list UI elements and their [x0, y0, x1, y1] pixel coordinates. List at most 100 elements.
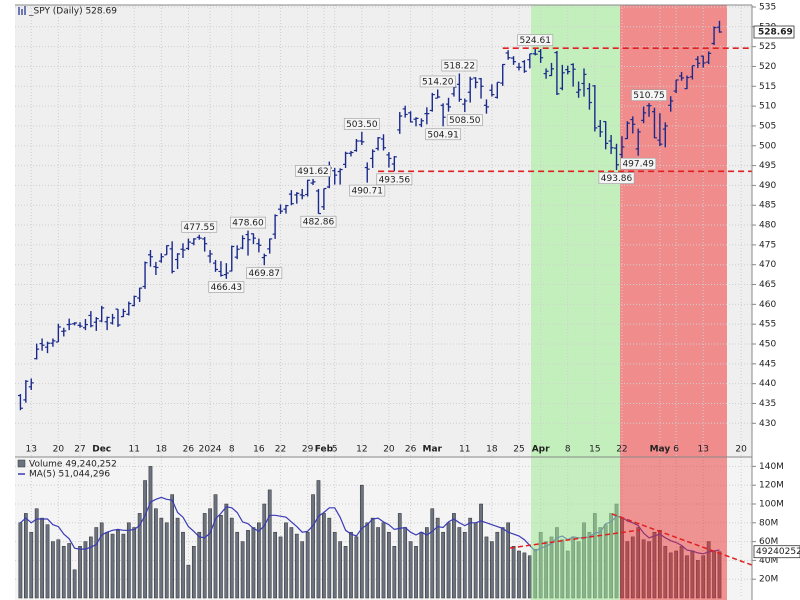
volume-bar [29, 531, 34, 599]
volume-bar [311, 494, 315, 599]
annotation-label: 510.75 [633, 91, 665, 101]
annotation-label: 478.60 [232, 219, 264, 229]
volume-bar [213, 494, 218, 599]
annotation-label: 518.22 [444, 62, 476, 72]
y-tick-label: 430 [759, 419, 776, 429]
annotation-box [517, 34, 554, 46]
volume-bar [229, 517, 234, 599]
price-legend: _SPY (Daily) 528.69 [18, 6, 117, 17]
volume-bar [495, 531, 500, 599]
x-tick-label: Dec [92, 445, 111, 455]
x-tick-label: 13 [26, 445, 37, 455]
volume-bar [462, 531, 467, 599]
volume-bar [164, 522, 169, 599]
volume-bar [34, 508, 39, 599]
x-tick-label: 12 [356, 445, 367, 455]
legend-swatch [17, 459, 26, 468]
x-tick-label: 2024 [199, 445, 222, 455]
x-tick-label: 18 [156, 445, 168, 455]
last-price-label: 528.69 [758, 28, 793, 38]
annotation-box [230, 216, 266, 229]
volume-bar [240, 541, 245, 599]
x-tick-label: Feb [315, 445, 334, 455]
volume-bar [61, 546, 66, 599]
volume-bar [143, 480, 147, 599]
volume-bar [289, 527, 294, 599]
annotation-label: 504.91 [427, 130, 459, 140]
annotation-label: 482.86 [303, 218, 335, 228]
annotation-label: 466.43 [211, 283, 243, 293]
volume-bar [300, 541, 305, 599]
volume-bar [408, 541, 413, 599]
volume-bar [425, 527, 429, 599]
volume-bar [110, 533, 115, 599]
volume-bar [278, 536, 283, 599]
x-tick-label: 20 [383, 445, 395, 455]
y-tick-label: 485 [759, 201, 776, 211]
y-tick-label: 60M [759, 537, 778, 547]
volume-bar [457, 527, 462, 599]
volume-bar [506, 522, 510, 599]
volume-bar [479, 503, 483, 599]
volume-bar [40, 517, 44, 599]
volume-bar [284, 522, 288, 599]
annotation-box [419, 75, 456, 88]
volume-bar [154, 508, 158, 599]
volume-bar [490, 541, 494, 599]
y-tick-label: 515 [759, 82, 776, 92]
volume-bar [387, 531, 391, 599]
volume-bar [473, 522, 478, 599]
volume-bar [45, 524, 50, 599]
y-tick-label: 440 [759, 379, 776, 389]
volume-bar [316, 480, 321, 599]
volume-bar [137, 513, 142, 599]
volume-bar [170, 494, 175, 599]
volume-bar [67, 543, 72, 599]
volume-bar [94, 527, 99, 599]
volume-bar [397, 513, 402, 599]
volume-bar [51, 541, 55, 599]
volume-bar [121, 533, 126, 599]
volume-bar [517, 550, 521, 599]
axis-strip [752, 0, 800, 600]
volume-bar [132, 527, 137, 599]
volume-trendline [509, 529, 641, 549]
y-tick-label: 120M [759, 481, 784, 491]
volume-bar [484, 536, 489, 599]
x-tick-label: 5 [332, 445, 338, 455]
y-tick-label: 495 [759, 161, 776, 171]
annotation-box [208, 281, 245, 293]
x-tick-label: 26 [405, 445, 417, 455]
x-tick-label: 22 [275, 445, 286, 455]
volume-bar [126, 522, 131, 599]
y-tick-label: 520 [759, 62, 776, 72]
volume-bar [56, 539, 61, 599]
volume-bar [159, 517, 164, 599]
annotation-box [246, 267, 283, 280]
volume-bar [181, 531, 185, 599]
x-tick-label: May [650, 445, 671, 455]
annotation-label: 493.56 [379, 175, 411, 185]
y-tick-label: 140M [759, 462, 784, 472]
annotation-box [446, 114, 483, 126]
annotation-label: 491.62 [297, 167, 329, 177]
volume-bar [219, 515, 223, 599]
volume-bar [446, 522, 451, 599]
volume-bar [257, 522, 261, 599]
y-tick-label: 470 [759, 260, 776, 270]
volume-bar [267, 489, 272, 599]
y-tick-label: 490 [759, 181, 776, 191]
volume-bar [148, 466, 153, 599]
x-tick-label: 27 [74, 445, 85, 455]
y-tick-label: 460 [759, 300, 776, 310]
volume-trendline [611, 513, 761, 569]
volume-bar [430, 508, 435, 599]
x-tick-label: Mar [423, 445, 443, 455]
x-tick-label: 18 [486, 445, 498, 455]
x-tick-label: 20 [735, 445, 747, 455]
volume-bar [175, 517, 180, 599]
annotation-label: 477.55 [184, 223, 216, 233]
highlight-red-volume [620, 457, 727, 600]
x-tick-label: 26 [183, 445, 195, 455]
